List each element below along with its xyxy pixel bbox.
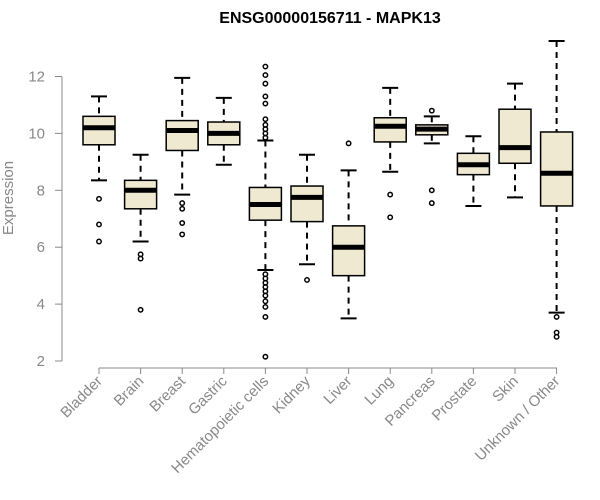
box-skin xyxy=(498,82,532,199)
x-tick-label: Brain xyxy=(111,373,148,410)
x-tick-label: Prostate xyxy=(429,373,481,425)
box-liver xyxy=(331,140,366,320)
x-tick-label: Skin xyxy=(489,373,522,406)
box-iqr xyxy=(123,179,158,210)
outlier-point xyxy=(96,221,102,228)
outlier-point xyxy=(428,187,435,194)
box-iqr xyxy=(331,225,366,277)
y-tick-label: 4 xyxy=(37,296,45,313)
y-tick-label: 8 xyxy=(37,182,45,199)
outlier-point xyxy=(179,200,186,207)
outlier-point xyxy=(262,63,269,70)
outlier-point xyxy=(137,251,144,258)
box-iqr xyxy=(290,185,324,223)
outlier-point xyxy=(137,306,144,313)
outlier-point xyxy=(262,116,269,123)
box-iqr xyxy=(498,108,532,165)
box-unknown-other xyxy=(539,39,574,340)
outlier-point xyxy=(304,276,310,283)
box-iqr xyxy=(165,119,199,152)
box-iqr xyxy=(539,131,574,207)
y-tick-label: 12 xyxy=(28,69,45,86)
outlier-point xyxy=(262,100,269,107)
outlier-point xyxy=(262,93,269,100)
outlier-point xyxy=(179,220,186,226)
outlier-point xyxy=(262,271,269,278)
y-tick-label: 6 xyxy=(37,239,45,256)
box-lung xyxy=(373,86,407,221)
outlier-point xyxy=(553,313,560,320)
outlier-point xyxy=(262,313,269,320)
outlier-point xyxy=(96,195,102,202)
x-tick-label: Liver xyxy=(320,373,355,408)
box-gastric xyxy=(207,96,241,166)
chart-title: ENSG00000156711 - MAPK13 xyxy=(219,10,441,27)
y-tick-label: 2 xyxy=(37,353,45,370)
outlier-point xyxy=(179,231,186,238)
outlier-point xyxy=(387,214,394,221)
outlier-point xyxy=(262,353,269,360)
outlier-point xyxy=(179,205,186,212)
outlier-point xyxy=(553,329,560,336)
x-tick-label: Bladder xyxy=(57,373,106,422)
outlier-point xyxy=(262,121,269,128)
y-tick-label: 10 xyxy=(28,125,45,142)
box-pancreas xyxy=(415,107,449,207)
outlier-point xyxy=(345,140,352,147)
y-ticks: 2 4 6 8 10 12 xyxy=(28,69,62,370)
outlier-point xyxy=(96,238,102,245)
box-brain xyxy=(123,153,158,313)
box-prostate xyxy=(456,135,491,207)
boxes xyxy=(82,39,574,360)
x-tick-label: Breast xyxy=(146,372,189,415)
outlier-point xyxy=(387,191,394,198)
x-tick-label: Lung xyxy=(361,373,397,409)
outlier-point xyxy=(428,107,435,114)
outlier-point xyxy=(262,298,269,305)
box-kidney xyxy=(290,153,324,283)
outlier-point xyxy=(262,72,269,79)
outlier-point xyxy=(262,303,269,310)
box-iqr xyxy=(82,115,116,146)
box-hematopoietic-cells xyxy=(248,63,283,360)
outlier-point xyxy=(262,80,269,87)
x-tick-label: Kidney xyxy=(269,372,314,417)
outlier-point xyxy=(428,200,435,207)
box-breast xyxy=(165,76,199,238)
y-axis-label: Expression xyxy=(0,161,17,235)
box-bladder xyxy=(82,95,116,245)
box-iqr xyxy=(373,117,407,143)
